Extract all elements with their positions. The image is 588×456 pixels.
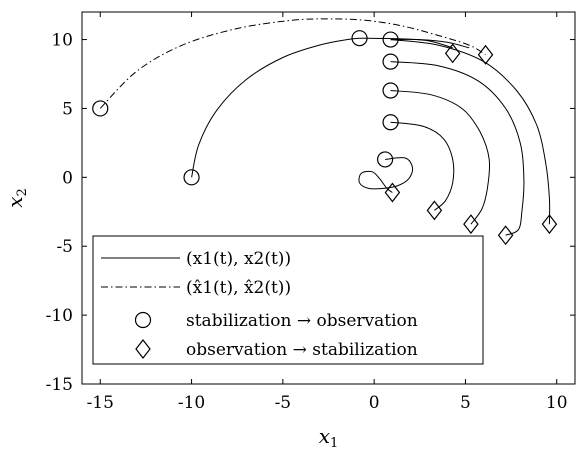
circle-marker <box>382 53 399 70</box>
legend-label-obs-to-stab: observation → stabilization <box>186 340 418 360</box>
diamond-marker <box>463 214 479 235</box>
trajectory-line <box>191 37 360 178</box>
legend-label-measured: (x1(t), x2(t)) <box>186 249 291 269</box>
estimate-trajectory-line <box>99 18 486 109</box>
x-tick-label: 5 <box>460 393 471 413</box>
circle-marker <box>377 151 394 168</box>
legend-label-stab-to-obs: stabilization → observation <box>186 311 418 331</box>
x-tick-label: -10 <box>178 393 205 413</box>
diamond-marker <box>477 44 494 65</box>
legend: (x1(t), x2(t)) (x̂1(t), x̂2(t)) stabiliz… <box>92 235 484 365</box>
trajectory-line <box>390 121 455 211</box>
trajectory-line <box>358 157 414 193</box>
y-axis-label: x2 <box>3 188 30 208</box>
y-tick-label: -15 <box>46 375 73 395</box>
y-tick-label: 10 <box>51 31 73 51</box>
y-tick-label: -10 <box>46 306 73 326</box>
legend-box <box>92 235 484 365</box>
legend-label-estimated: (x̂1(t), x̂2(t)) <box>186 278 291 298</box>
x-tick-label: 0 <box>369 393 380 413</box>
axis-ticks: -15 -10 -5 0 5 10 10 5 0 -5 -10 -15 <box>46 12 575 413</box>
plot-frame <box>81 11 576 385</box>
circle-marker <box>351 30 368 47</box>
circle-marker <box>382 114 399 131</box>
x-tick-label: -5 <box>275 393 292 413</box>
y-tick-label: 0 <box>62 168 73 188</box>
x-tick-label: 10 <box>546 393 568 413</box>
circle-marker <box>92 100 109 117</box>
trajectory-line <box>390 61 525 236</box>
x-tick-label: -15 <box>87 393 114 413</box>
circle-marker <box>382 82 399 99</box>
trajectory-line <box>390 38 470 49</box>
x-axis-label: x1 <box>319 424 339 451</box>
legend-circle-marker <box>134 311 152 329</box>
trajectory-line <box>390 39 551 225</box>
diamond-marker <box>384 182 401 203</box>
trajectory-line <box>390 90 491 225</box>
diamond-marker <box>497 225 514 246</box>
plot-data-layer <box>92 18 558 246</box>
diamond-marker <box>541 214 558 235</box>
y-tick-label: 5 <box>62 99 73 119</box>
circle-marker <box>183 169 200 186</box>
diamond-marker <box>444 43 461 64</box>
diamond-marker <box>426 200 443 221</box>
y-tick-label: -5 <box>56 237 73 257</box>
circle-marker <box>382 31 399 48</box>
legend-diamond-marker <box>135 339 151 359</box>
